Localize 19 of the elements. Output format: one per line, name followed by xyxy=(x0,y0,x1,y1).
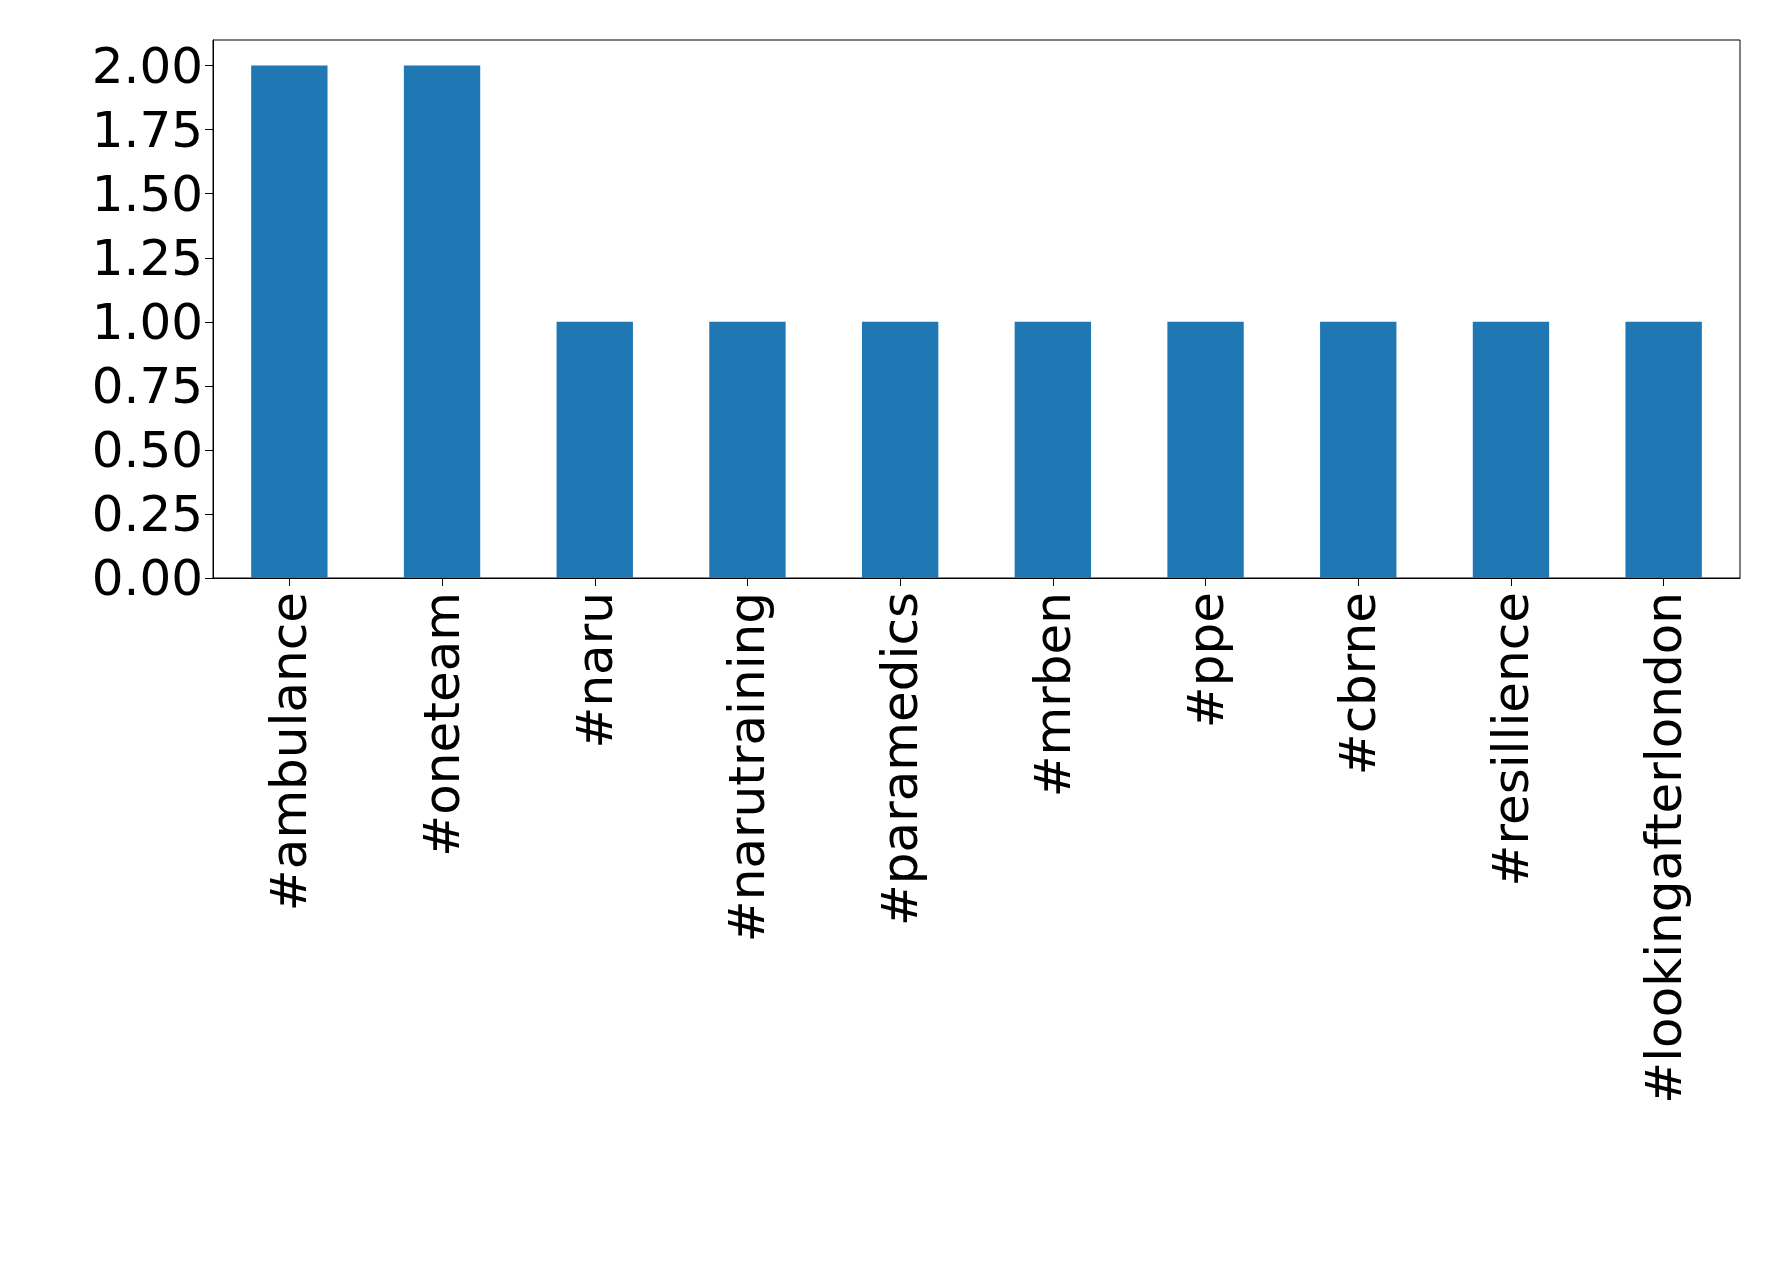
y-tick-label: 0.25 xyxy=(91,484,203,543)
x-tick-label: #ppe xyxy=(1176,592,1235,729)
x-tick-label: #cbrne xyxy=(1329,592,1388,776)
y-tick-label: 0.00 xyxy=(91,549,203,607)
x-tick-label: #oneteam xyxy=(413,592,472,857)
y-tick-label: 0.50 xyxy=(91,420,203,479)
y-tick-label: 1.50 xyxy=(91,164,203,223)
x-tick-label: #resillience xyxy=(1481,592,1540,887)
x-tick-label: #mrben xyxy=(1023,592,1082,798)
x-tick-label: #lookingafterlondon xyxy=(1634,592,1693,1104)
y-tick-label: 0.75 xyxy=(91,356,203,415)
y-tick-label: 1.75 xyxy=(91,100,203,159)
y-tick-label: 1.25 xyxy=(91,228,203,287)
y-tick-label: 1.00 xyxy=(91,292,203,351)
y-tick-label: 2.00 xyxy=(91,36,203,95)
x-tick-label: #naru xyxy=(565,592,624,749)
x-tick-label: #narutraining xyxy=(718,592,777,943)
x-tick-label: #paramedics xyxy=(871,592,930,927)
x-tick-label: #ambulance xyxy=(260,592,319,912)
